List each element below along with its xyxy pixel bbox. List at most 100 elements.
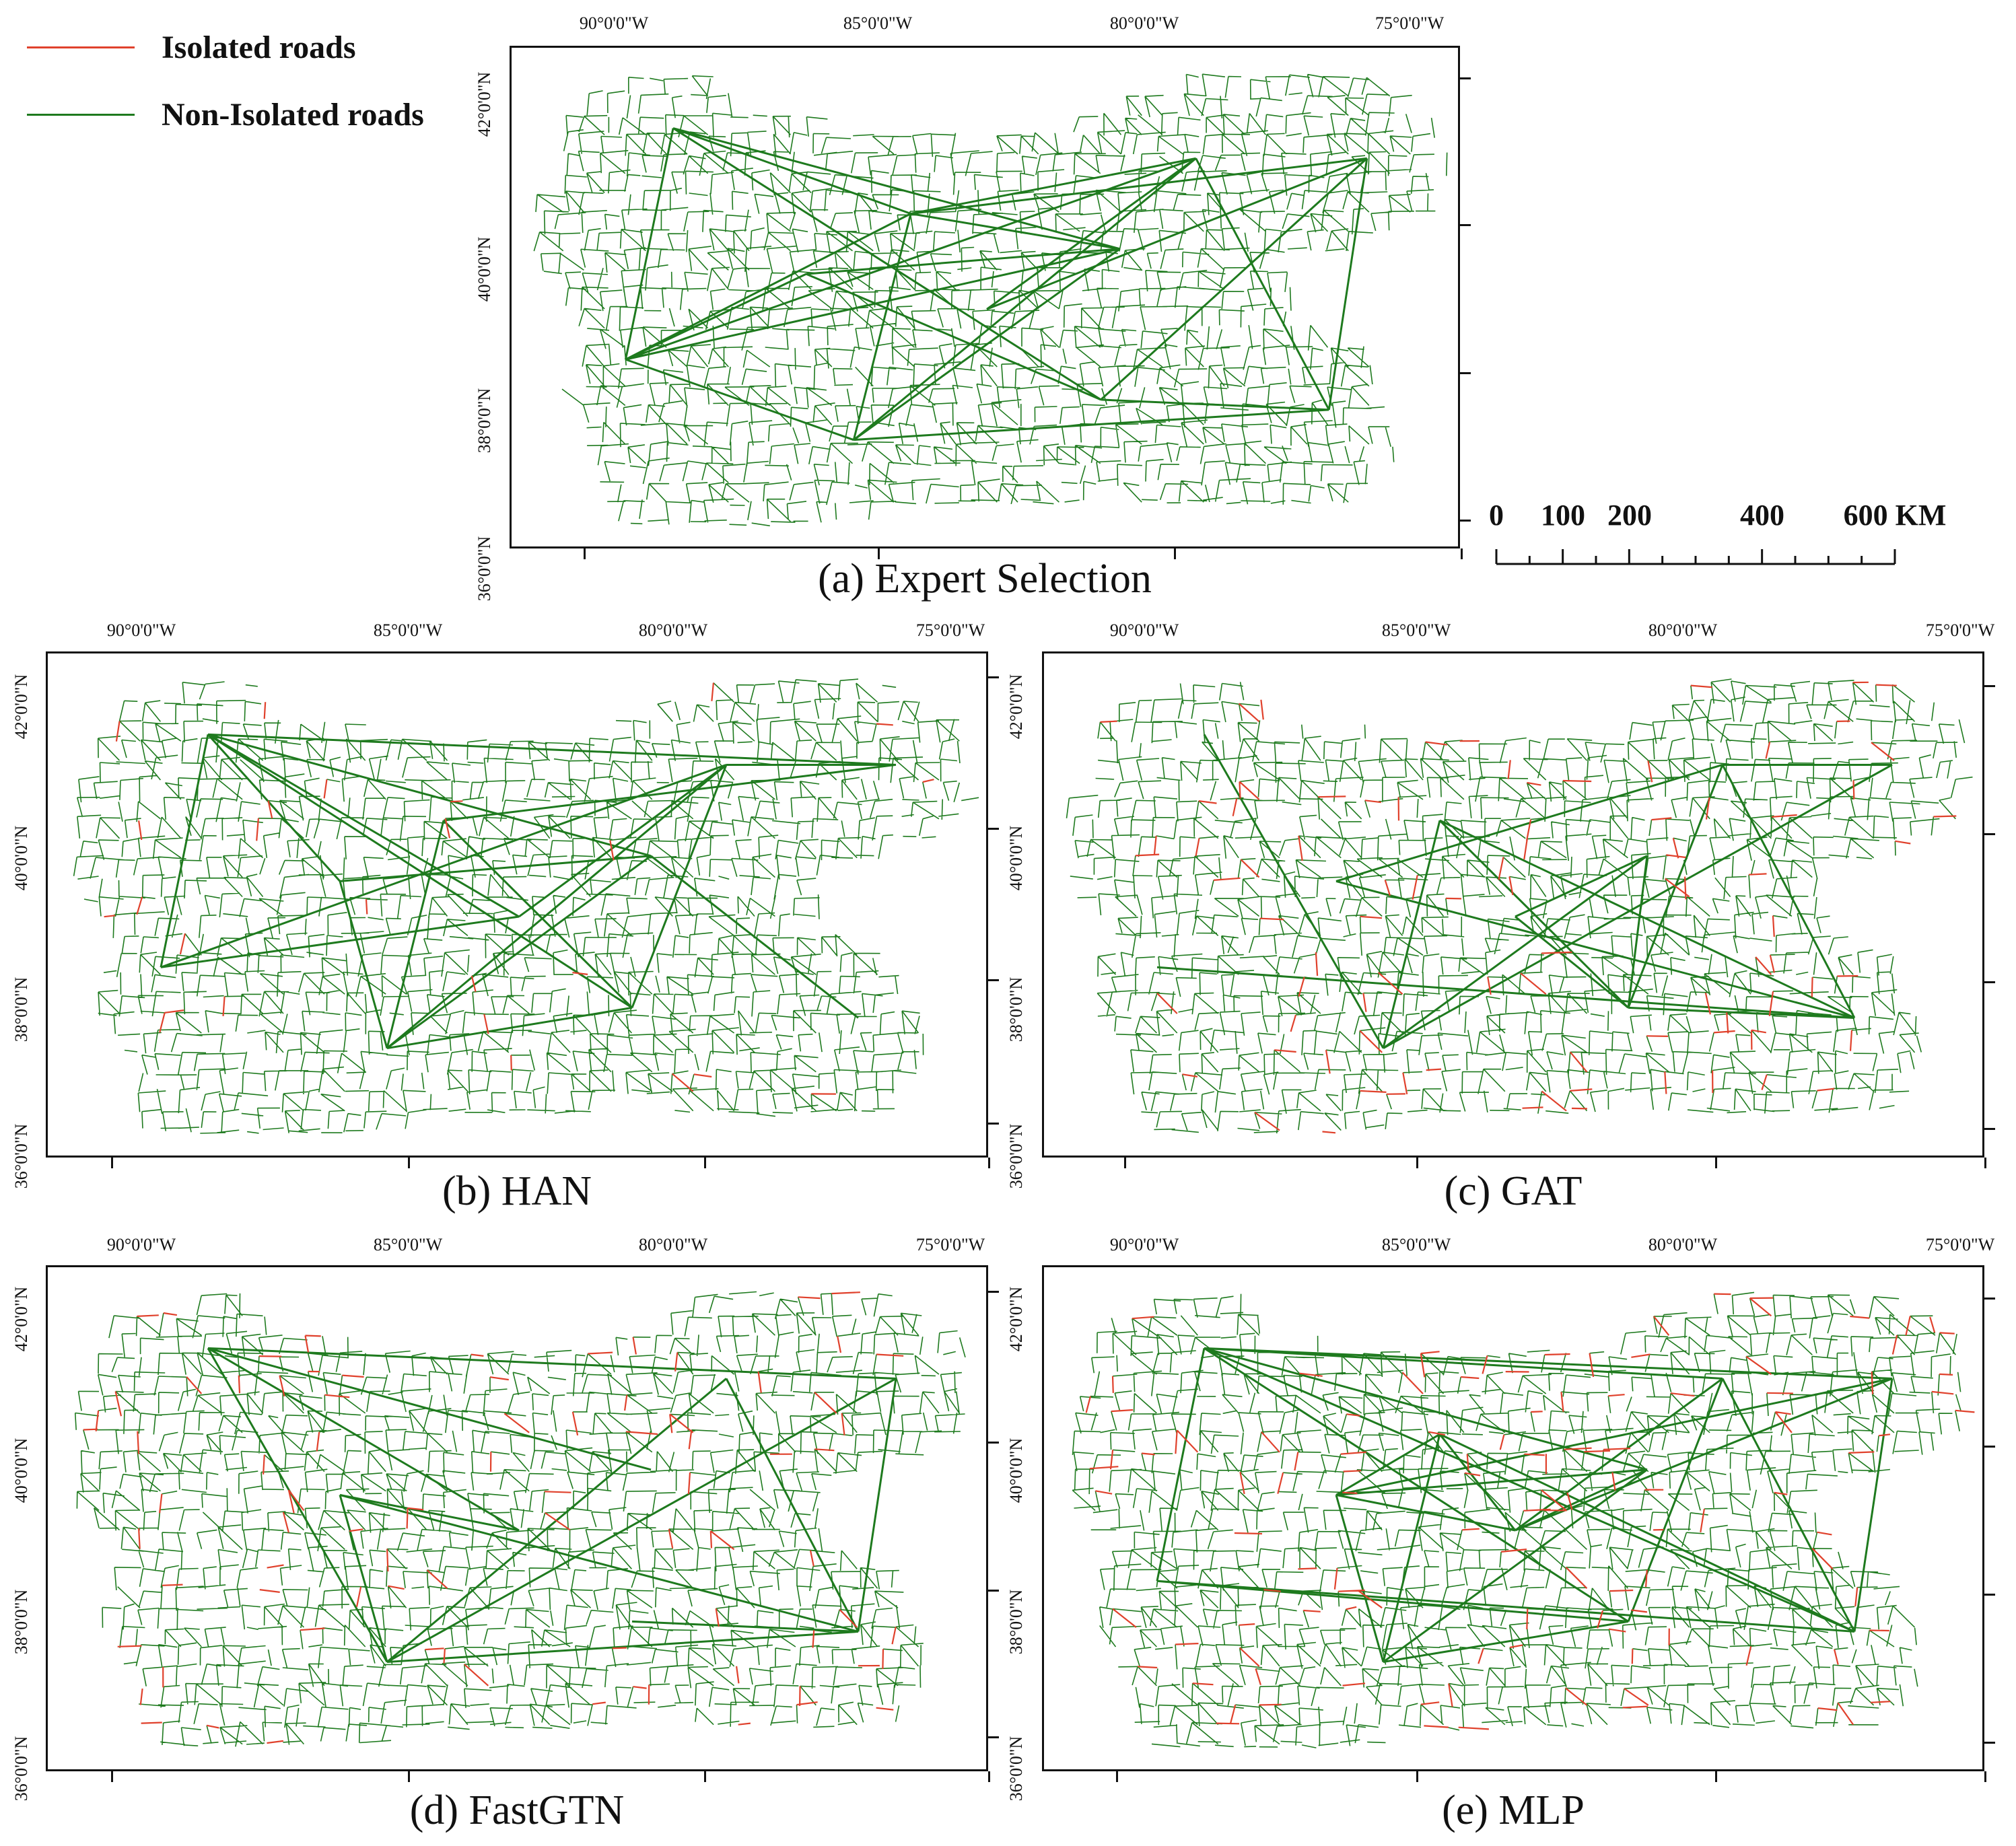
lon-label-b-3: 75°0'0"W — [915, 620, 985, 640]
lon-label-b-0: 90°0'0"W — [106, 620, 176, 640]
roads-isolated-c — [1100, 681, 1957, 1134]
legend-swatch-isolated — [27, 46, 135, 48]
lon-label-a-1: 85°0'0"W — [843, 13, 913, 33]
lon-label-d-3: 75°0'0"W — [915, 1235, 985, 1254]
roads-highways-b — [160, 733, 897, 1050]
lat-label-a-0: 42°0'0"N — [475, 71, 494, 137]
right-tick-d-2 — [988, 1590, 999, 1592]
road-network-e — [1072, 1291, 1975, 1748]
legend-label-isolated: Isolated roads — [162, 29, 356, 65]
roads-non-isolated-c — [1066, 678, 1973, 1134]
roads-non-isolated-b — [73, 678, 979, 1134]
roads-highways-e — [1156, 1347, 1893, 1664]
lat-label-e-1: 40°0'0"N — [1006, 1437, 1026, 1503]
lat-label-d-3: 36°0'0"N — [11, 1736, 31, 1802]
right-tick-e-2 — [1984, 1594, 1995, 1596]
right-tick-b-2 — [988, 979, 999, 981]
lat-label-c-3: 36°0'0"N — [1006, 1123, 1026, 1189]
lat-label-a-2: 38°0'0"N — [475, 388, 494, 454]
panel-caption-c: (c) GAT — [1444, 1168, 1583, 1214]
bottom-tick-b-0 — [111, 1158, 113, 1168]
lon-label-d-2: 80°0'0"W — [638, 1235, 708, 1254]
lat-label-b-2: 38°0'0"N — [11, 977, 31, 1042]
lat-label-d-2: 38°0'0"N — [11, 1589, 31, 1655]
lat-label-b-0: 42°0'0"N — [11, 674, 31, 740]
right-tick-a-1 — [1460, 224, 1471, 226]
panel-caption-a: (a) Expert Selection — [818, 556, 1152, 602]
roads-isolated-b — [104, 682, 934, 1095]
scale-label-200: 200 — [1607, 499, 1652, 532]
lat-label-a-3: 36°0'0"N — [475, 536, 494, 602]
lon-label-e-1: 85°0'0"W — [1381, 1235, 1451, 1254]
bottom-tick-a-3 — [1461, 548, 1463, 559]
panel-caption-b: (b) HAN — [442, 1168, 592, 1214]
right-tick-a-0 — [1460, 77, 1471, 79]
lon-label-a-3: 75°0'0"W — [1375, 13, 1445, 33]
lat-label-e-3: 36°0'0"N — [1006, 1736, 1026, 1802]
right-tick-e-1 — [1984, 1446, 1995, 1448]
bottom-tick-d-3 — [988, 1771, 990, 1782]
lat-label-a-1: 40°0'0"N — [475, 236, 494, 302]
lon-label-d-1: 85°0'0"W — [373, 1235, 443, 1254]
roads-isolated-e — [1085, 1293, 1975, 1730]
bottom-tick-e-0 — [1116, 1771, 1118, 1782]
lat-label-b-3: 36°0'0"N — [11, 1123, 31, 1189]
bottom-tick-e-2 — [1715, 1771, 1717, 1782]
bottom-tick-c-0 — [1124, 1158, 1126, 1168]
road-network-b — [73, 678, 979, 1134]
lat-label-c-0: 42°0'0"N — [1006, 674, 1026, 740]
right-tick-c-2 — [1984, 981, 1995, 983]
right-tick-e-0 — [1984, 1298, 1995, 1300]
bottom-tick-c-2 — [1715, 1158, 1717, 1168]
lon-label-b-1: 85°0'0"W — [373, 620, 443, 640]
right-tick-d-0 — [988, 1291, 999, 1293]
bottom-tick-b-1 — [408, 1158, 410, 1168]
scale-label-600: 600 KM — [1843, 499, 1947, 532]
lon-label-e-3: 75°0'0"W — [1925, 1235, 1995, 1254]
roads-non-isolated-a — [533, 73, 1448, 527]
bottom-tick-b-2 — [704, 1158, 706, 1168]
right-tick-b-0 — [988, 676, 999, 678]
map-frame-c — [1042, 651, 1984, 1158]
lon-label-c-0: 90°0'0"W — [1109, 620, 1179, 640]
right-tick-c-0 — [1984, 685, 1995, 687]
panel-caption-e: (e) MLP — [1442, 1787, 1585, 1833]
bottom-tick-d-1 — [408, 1771, 410, 1782]
scale-label-400: 400 — [1740, 499, 1784, 532]
roads-highways-c — [1156, 734, 1893, 1049]
lat-label-e-0: 42°0'0"N — [1006, 1286, 1026, 1352]
legend-item-isolated: Isolated roads — [27, 13, 424, 81]
legend-label-non-isolated: Non-Isolated roads — [162, 96, 424, 133]
bottom-tick-b-3 — [988, 1158, 990, 1168]
road-network-a — [533, 73, 1448, 527]
right-tick-c-3 — [1984, 1128, 1995, 1130]
lon-label-d-0: 90°0'0"W — [106, 1235, 176, 1254]
scale-label-100: 100 — [1541, 499, 1585, 532]
right-tick-a-3 — [1460, 520, 1471, 522]
roads-non-isolated-d — [74, 1291, 966, 1747]
lon-label-e-2: 80°0'0"W — [1648, 1235, 1718, 1254]
map-legend: Isolated roads Non-Isolated roads — [27, 13, 424, 148]
lon-label-c-1: 85°0'0"W — [1381, 620, 1451, 640]
right-tick-c-1 — [1984, 833, 1995, 835]
lat-label-e-2: 38°0'0"N — [1006, 1589, 1026, 1655]
lat-label-c-1: 40°0'0"N — [1006, 825, 1026, 891]
scale-bar-graphic — [1495, 549, 1896, 565]
lon-label-e-0: 90°0'0"W — [1109, 1235, 1179, 1254]
lon-label-c-2: 80°0'0"W — [1648, 620, 1718, 640]
bottom-tick-d-0 — [111, 1771, 113, 1782]
road-network-d — [74, 1291, 966, 1747]
right-tick-b-3 — [988, 1123, 999, 1125]
bottom-tick-a-2 — [1174, 548, 1176, 559]
roads-highways-a — [624, 127, 1368, 441]
right-tick-e-3 — [1984, 1742, 1995, 1744]
lon-label-c-3: 75°0'0"W — [1925, 620, 1995, 640]
roads-non-isolated-e — [1072, 1291, 1962, 1748]
legend-item-non-isolated: Non-Isolated roads — [27, 81, 424, 148]
bottom-tick-e-1 — [1416, 1771, 1418, 1782]
road-network-c — [1066, 678, 1973, 1134]
lat-label-d-0: 42°0'0"N — [11, 1286, 31, 1352]
scale-bar: 0 100 200 400 600 KM — [1478, 498, 1946, 572]
bottom-tick-a-0 — [584, 548, 586, 559]
right-tick-a-2 — [1460, 372, 1471, 374]
